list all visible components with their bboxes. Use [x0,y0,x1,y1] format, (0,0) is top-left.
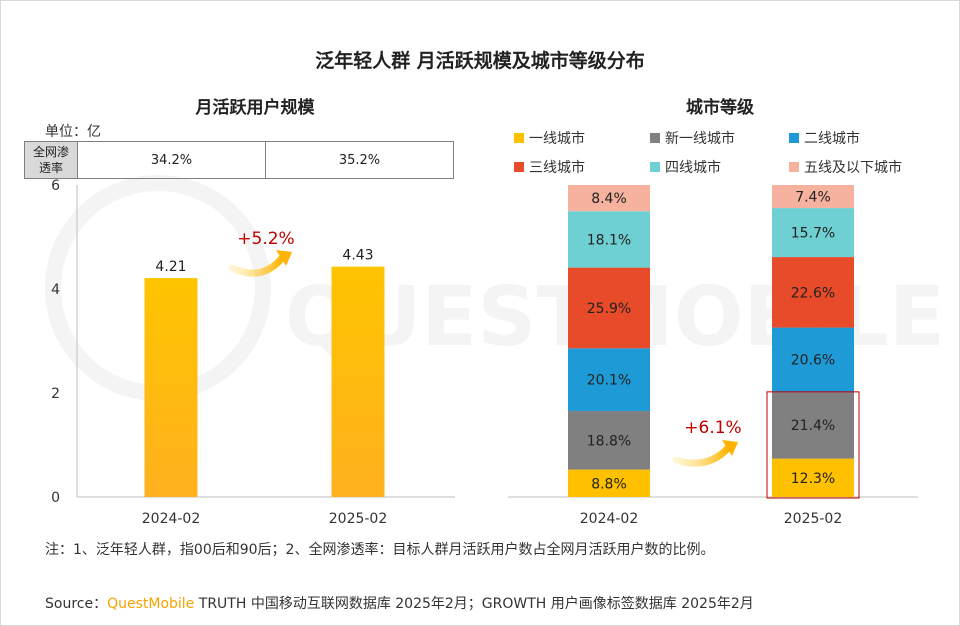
stack-segment [568,211,650,268]
stack-segment [772,327,854,392]
segment-label: 12.3% [791,471,835,487]
stack-segment [772,458,854,497]
penetration-header-line1: 全网渗 [32,145,69,159]
growth-label: +6.1% [684,418,741,438]
penetration-header-line2: 透率 [38,161,63,175]
stack-segment [772,257,854,328]
data-label: 4.43 [342,248,373,264]
legend-swatch [514,162,524,172]
x-tick-label: 2024-02 [142,511,201,527]
stack-segment [568,469,650,497]
legend-swatch [650,133,660,143]
stack-segment [568,410,650,470]
segment-label: 8.4% [591,191,627,207]
penetration-table: 全网渗 透率 34.2% 35.2% [24,141,454,179]
penetration-value-2024: 34.2% [77,141,266,179]
data-label: 4.21 [155,259,186,275]
growth-arrow-head [276,250,292,266]
source-rest: TRUTH 中国移动互联网数据库 2025年2月；GROWTH 用户画像标签数据… [194,596,754,612]
segment-label: 8.8% [591,476,627,492]
segment-label: 22.6% [791,285,835,301]
bar [331,266,385,497]
penetration-header: 全网渗 透率 [24,141,78,179]
source-line: Source：QuestMobile TRUTH 中国移动互联网数据库 2025… [45,593,754,613]
segment-label: 20.6% [791,353,835,369]
segment-label: 18.8% [587,433,631,449]
legend-label: 三线城市 [529,159,585,176]
source-prefix: Source： [45,596,108,612]
growth-label: +5.2% [237,229,294,249]
y-tick-label: 0 [51,490,60,506]
y-tick-label: 2 [51,386,60,402]
stack-segment [772,185,854,209]
source-brand: QuestMobile [107,596,195,612]
y-tick-label: 6 [51,178,60,194]
x-tick-label: 2025-02 [329,511,388,527]
y-tick-label: 4 [51,282,60,298]
right-subtitle: 城市等级 [686,98,754,118]
bar [144,278,198,497]
growth-arrow-head [722,440,738,456]
legend-label: 五线及以下城市 [804,159,902,176]
legend-swatch [789,162,799,172]
stack-segment [568,348,650,411]
right-stacked-chart: 8.8% 18.8% 20.1% 25.9% 18.1% 8.4% 2024-02 12.3%… [508,185,918,527]
legend-swatch [514,133,524,143]
unit-label: 单位：亿 [45,124,101,140]
footnote: 注：1、泛年轻人群，指00后和90后；2、全网渗透率：目标人群月活跃用户数占全网… [45,542,715,558]
segment-label: 15.7% [791,226,835,242]
x-tick-label: 2024-02 [580,511,639,527]
segment-label: 18.1% [587,232,631,248]
legend-label: 四线城市 [665,159,721,176]
segment-label: 7.4% [795,190,831,206]
growth-arrow [672,444,732,467]
stack-segment [568,267,650,349]
left-subtitle: 月活跃用户规模 [195,98,315,118]
penetration-value-2025: 35.2% [265,141,454,179]
highlight-box [766,391,860,499]
stack-segment [568,185,650,212]
segment-label: 20.1% [587,373,631,389]
chart-title: 泛年轻人群 月活跃规模及城市等级分布 [315,50,645,72]
growth-arrow [228,254,286,277]
legend-label: 二线城市 [804,130,860,147]
segment-label: 25.9% [587,301,631,317]
legend-swatch [650,162,660,172]
left-bar-chart: 0 2 4 6 4.21 2024-02 4.43 2025-02 +5.2% [51,178,455,527]
legend-label: 新一线城市 [665,130,735,147]
x-tick-label: 2025-02 [784,511,843,527]
stack-segment [772,391,854,459]
segment-label: 21.4% [791,418,835,434]
legend-label: 一线城市 [529,130,585,147]
stack-segment [772,208,854,258]
legend-swatch [789,133,799,143]
